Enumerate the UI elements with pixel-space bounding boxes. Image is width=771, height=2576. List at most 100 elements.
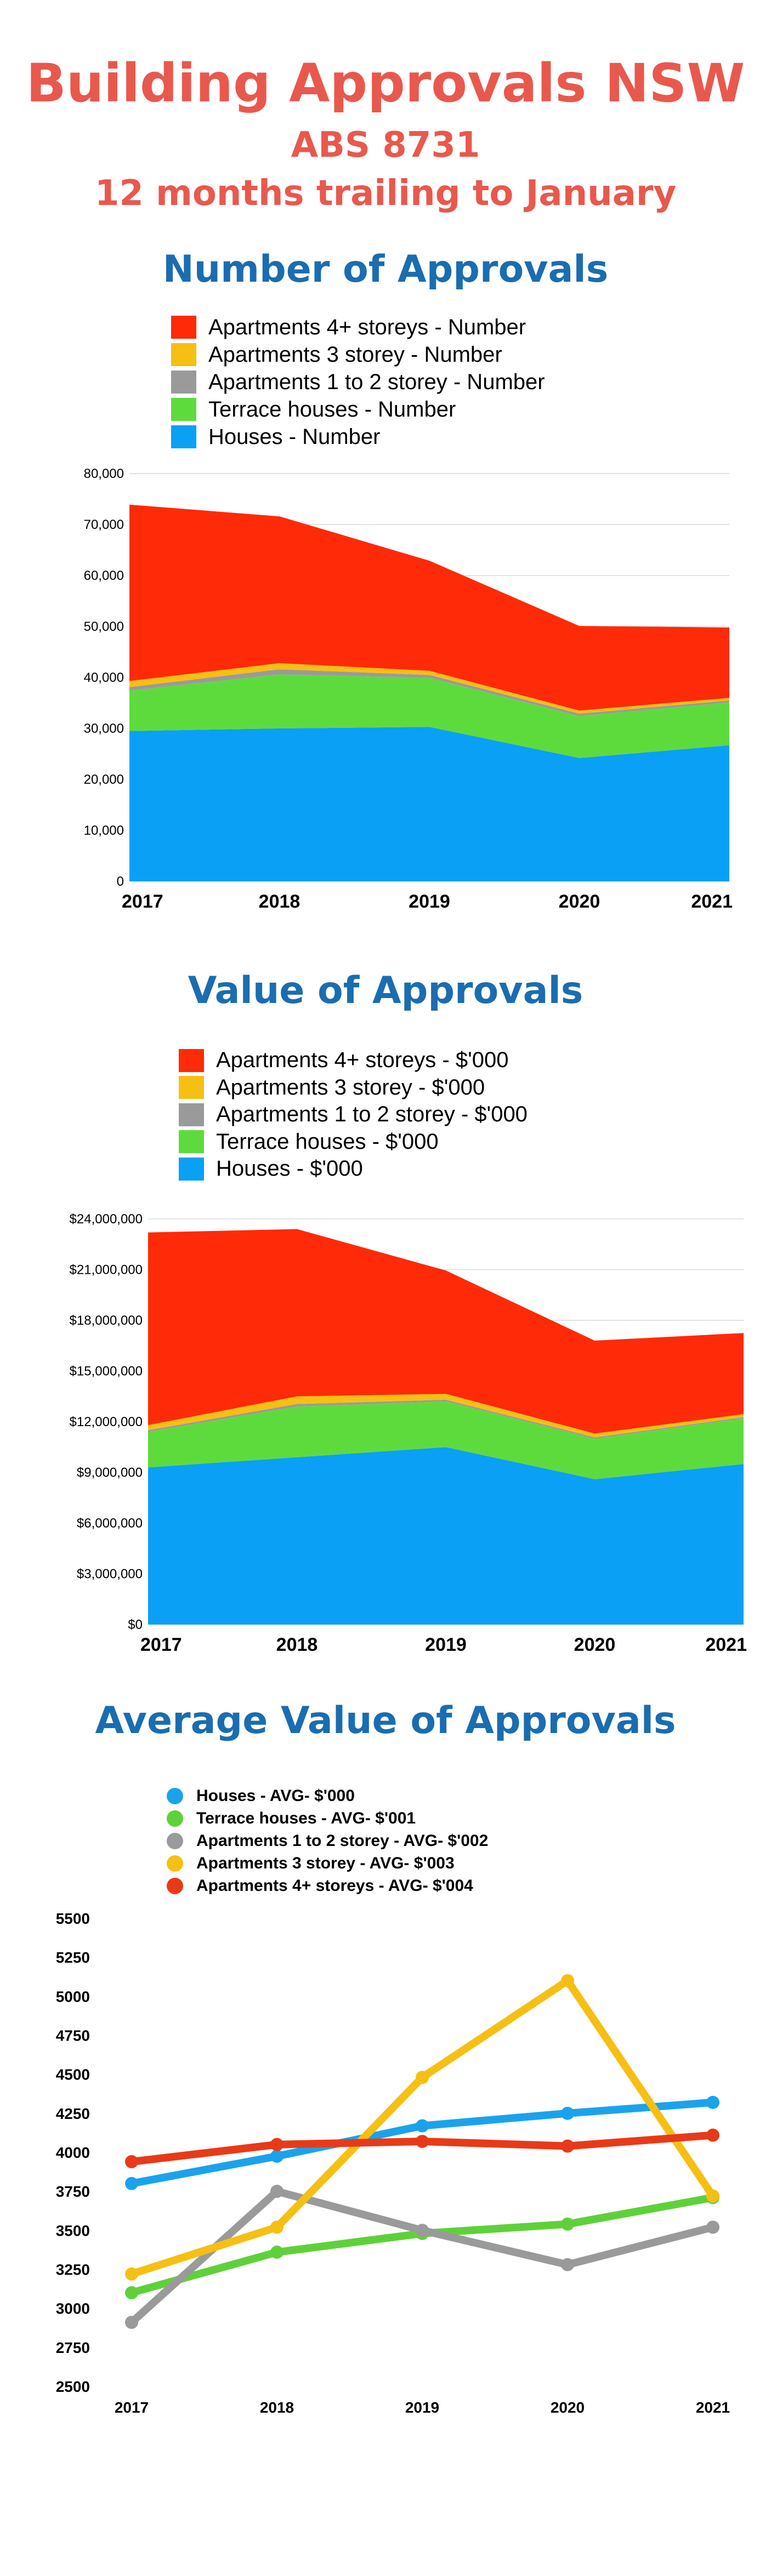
y-tick-label: 5000 <box>56 1988 90 2005</box>
legend-label: Terrace houses - $'000 <box>216 1129 439 1154</box>
legend-label: Apartments 4+ storeys - AVG- $'004 <box>196 1876 473 1895</box>
legend-item-apartments-1-to-2-storey-000: Apartments 1 to 2 storey - $'000 <box>179 1101 528 1129</box>
point-houses-avg-000 <box>561 2106 574 2120</box>
legend-swatch <box>171 371 196 394</box>
legend-swatch <box>179 1103 204 1126</box>
legend-label: Terrace houses - Number <box>208 397 456 421</box>
y-tick-label: 4000 <box>56 2144 90 2161</box>
x-tick-label: 2019 <box>405 2399 439 2416</box>
legend-label: Apartments 4+ storeys - $'000 <box>216 1048 509 1073</box>
chart1-title: Number of Approvals <box>162 248 609 291</box>
x-tick-label: 2017 <box>122 891 163 912</box>
point-houses-avg-000 <box>416 2119 429 2133</box>
legend-item-terrace-houses-avg-001: Terrace houses - AVG- $'001 <box>167 1807 488 1830</box>
legend-item-apartments-1-to-2-storey-avg-002: Apartments 1 to 2 storey - AVG- $'002 <box>167 1830 488 1852</box>
x-tick-label: 2018 <box>276 1634 318 1655</box>
chart3-legend: Houses - AVG- $'000 Terrace houses - AVG-… <box>167 1785 488 1897</box>
x-tick-label: 2020 <box>551 2399 585 2416</box>
legend-swatch <box>171 398 196 421</box>
y-tick-label: 4750 <box>56 2027 90 2044</box>
legend-swatch <box>171 316 196 339</box>
legend-swatch <box>171 425 196 448</box>
y-tick-label: 5500 <box>56 1910 90 1927</box>
y-tick-label: 80,000 <box>84 466 124 481</box>
legend-label: Apartments 1 to 2 storey - AVG- $'002 <box>196 1831 489 1850</box>
chart3-title: Average Value of Approvals <box>95 1699 676 1742</box>
legend-item-apartments-4-storeys-number: Apartments 4+ storeys - Number <box>171 314 545 341</box>
point-apartments-3-storey-avg-003 <box>416 2071 429 2084</box>
legend-item-apartments-4-storeys-avg-004: Apartments 4+ storeys - AVG- $'004 <box>167 1874 488 1897</box>
y-tick-label: 30,000 <box>84 721 124 736</box>
point-apartments-1-to-2-storey-avg-002 <box>706 2220 719 2234</box>
y-tick-label: 50,000 <box>84 619 124 634</box>
y-tick-label: 10,000 <box>84 823 124 838</box>
legend-swatch <box>167 1787 183 1804</box>
legend-item-apartments-1-to-2-storey-number: Apartments 1 to 2 storey - Number <box>171 368 545 396</box>
y-tick-label: $18,000,000 <box>70 1313 143 1328</box>
y-tick-label: 3000 <box>56 2300 90 2317</box>
legend-label: Apartments 3 storey - Number <box>208 342 502 367</box>
legend-label: Houses - Number <box>208 424 381 449</box>
point-terrace-houses-avg-001 <box>561 2217 574 2231</box>
y-tick-label: 60,000 <box>84 568 124 583</box>
point-terrace-houses-avg-001 <box>270 2246 284 2259</box>
legend-swatch <box>179 1076 204 1099</box>
x-tick-label: 2019 <box>409 891 450 912</box>
point-apartments-1-to-2-storey-avg-002 <box>125 2316 138 2329</box>
point-apartments-4-storeys-avg-004 <box>561 2139 574 2153</box>
area-apartments-4-storeys-number <box>129 504 729 711</box>
y-tick-label: 0 <box>117 874 124 889</box>
point-terrace-houses-avg-001 <box>125 2286 138 2300</box>
legend-item-terrace-houses-number: Terrace houses - Number <box>171 396 545 423</box>
legend-item-apartments-3-storey-000: Apartments 3 storey - $'000 <box>179 1074 528 1102</box>
legend-label: Houses - AVG- $'000 <box>196 1786 355 1805</box>
x-tick-label: 2021 <box>705 1634 747 1655</box>
point-apartments-1-to-2-storey-avg-002 <box>270 2185 284 2198</box>
y-tick-label: $12,000,000 <box>70 1415 143 1429</box>
x-tick-label: 2018 <box>259 891 301 912</box>
y-tick-label: 70,000 <box>84 517 124 532</box>
point-houses-avg-000 <box>706 2095 719 2109</box>
y-tick-label: 2750 <box>56 2339 90 2356</box>
legend-item-houses-000: Houses - $'000 <box>179 1155 528 1183</box>
y-tick-label: $24,000,000 <box>70 1212 143 1227</box>
main-title: Building Approvals NSW <box>26 53 745 114</box>
point-apartments-3-storey-avg-003 <box>125 2267 138 2281</box>
legend-item-apartments-3-storey-number: Apartments 3 storey - Number <box>171 341 545 368</box>
legend-item-terrace-houses-000: Terrace houses - $'000 <box>179 1129 528 1156</box>
area-houses-000 <box>148 1447 744 1625</box>
point-apartments-3-storey-avg-003 <box>706 2189 719 2203</box>
area-apartments-3-storey-number <box>129 663 729 714</box>
y-tick-label: $9,000,000 <box>77 1466 143 1480</box>
main-subtitle-period: 12 months trailing to January <box>94 173 677 214</box>
chart2-legend: Apartments 4+ storeys - $'000 Apartments … <box>179 1047 528 1183</box>
y-tick-label: 5250 <box>56 1949 90 1966</box>
area-terrace-houses-number <box>129 674 729 758</box>
y-tick-label: 4250 <box>56 2105 90 2122</box>
legend-label: Apartments 3 storey - AVG- $'003 <box>196 1854 455 1872</box>
point-apartments-3-storey-avg-003 <box>270 2220 284 2234</box>
x-tick-label: 2020 <box>559 891 600 912</box>
chart1-number-of-approvals: 0 10,000 20,000 30,000 40,000 50,000 60,000 70,… <box>84 466 733 912</box>
chart2-title: Value of Approvals <box>188 969 583 1012</box>
legend-item-apartments-3-storey-avg-003: Apartments 3 storey - AVG- $'003 <box>167 1852 488 1874</box>
legend-label: Apartments 4+ storeys - Number <box>208 315 526 339</box>
y-tick-label: 2500 <box>56 2378 90 2395</box>
y-tick-label: $21,000,000 <box>70 1263 143 1278</box>
y-tick-label: $15,000,000 <box>70 1364 143 1379</box>
legend-label: Houses - $'000 <box>216 1156 363 1181</box>
area-apartments-4-storeys-000 <box>148 1229 744 1434</box>
point-apartments-4-storeys-avg-004 <box>270 2138 284 2151</box>
main-subtitle-source: ABS 8731 <box>291 125 480 166</box>
y-tick-label: 3500 <box>56 2222 90 2239</box>
y-tick-label: 3250 <box>56 2261 90 2278</box>
legend-label: Apartments 1 to 2 storey - $'000 <box>216 1102 528 1127</box>
legend-swatch <box>171 343 196 366</box>
point-apartments-3-storey-avg-003 <box>561 1974 574 1987</box>
legend-item-houses-number: Houses - Number <box>171 423 545 451</box>
point-apartments-1-to-2-storey-avg-002 <box>416 2224 429 2237</box>
point-apartments-4-storeys-avg-004 <box>706 2128 719 2142</box>
x-tick-label: 2017 <box>140 1634 182 1655</box>
legend-swatch <box>179 1130 204 1154</box>
y-tick-label: 40,000 <box>84 670 124 685</box>
